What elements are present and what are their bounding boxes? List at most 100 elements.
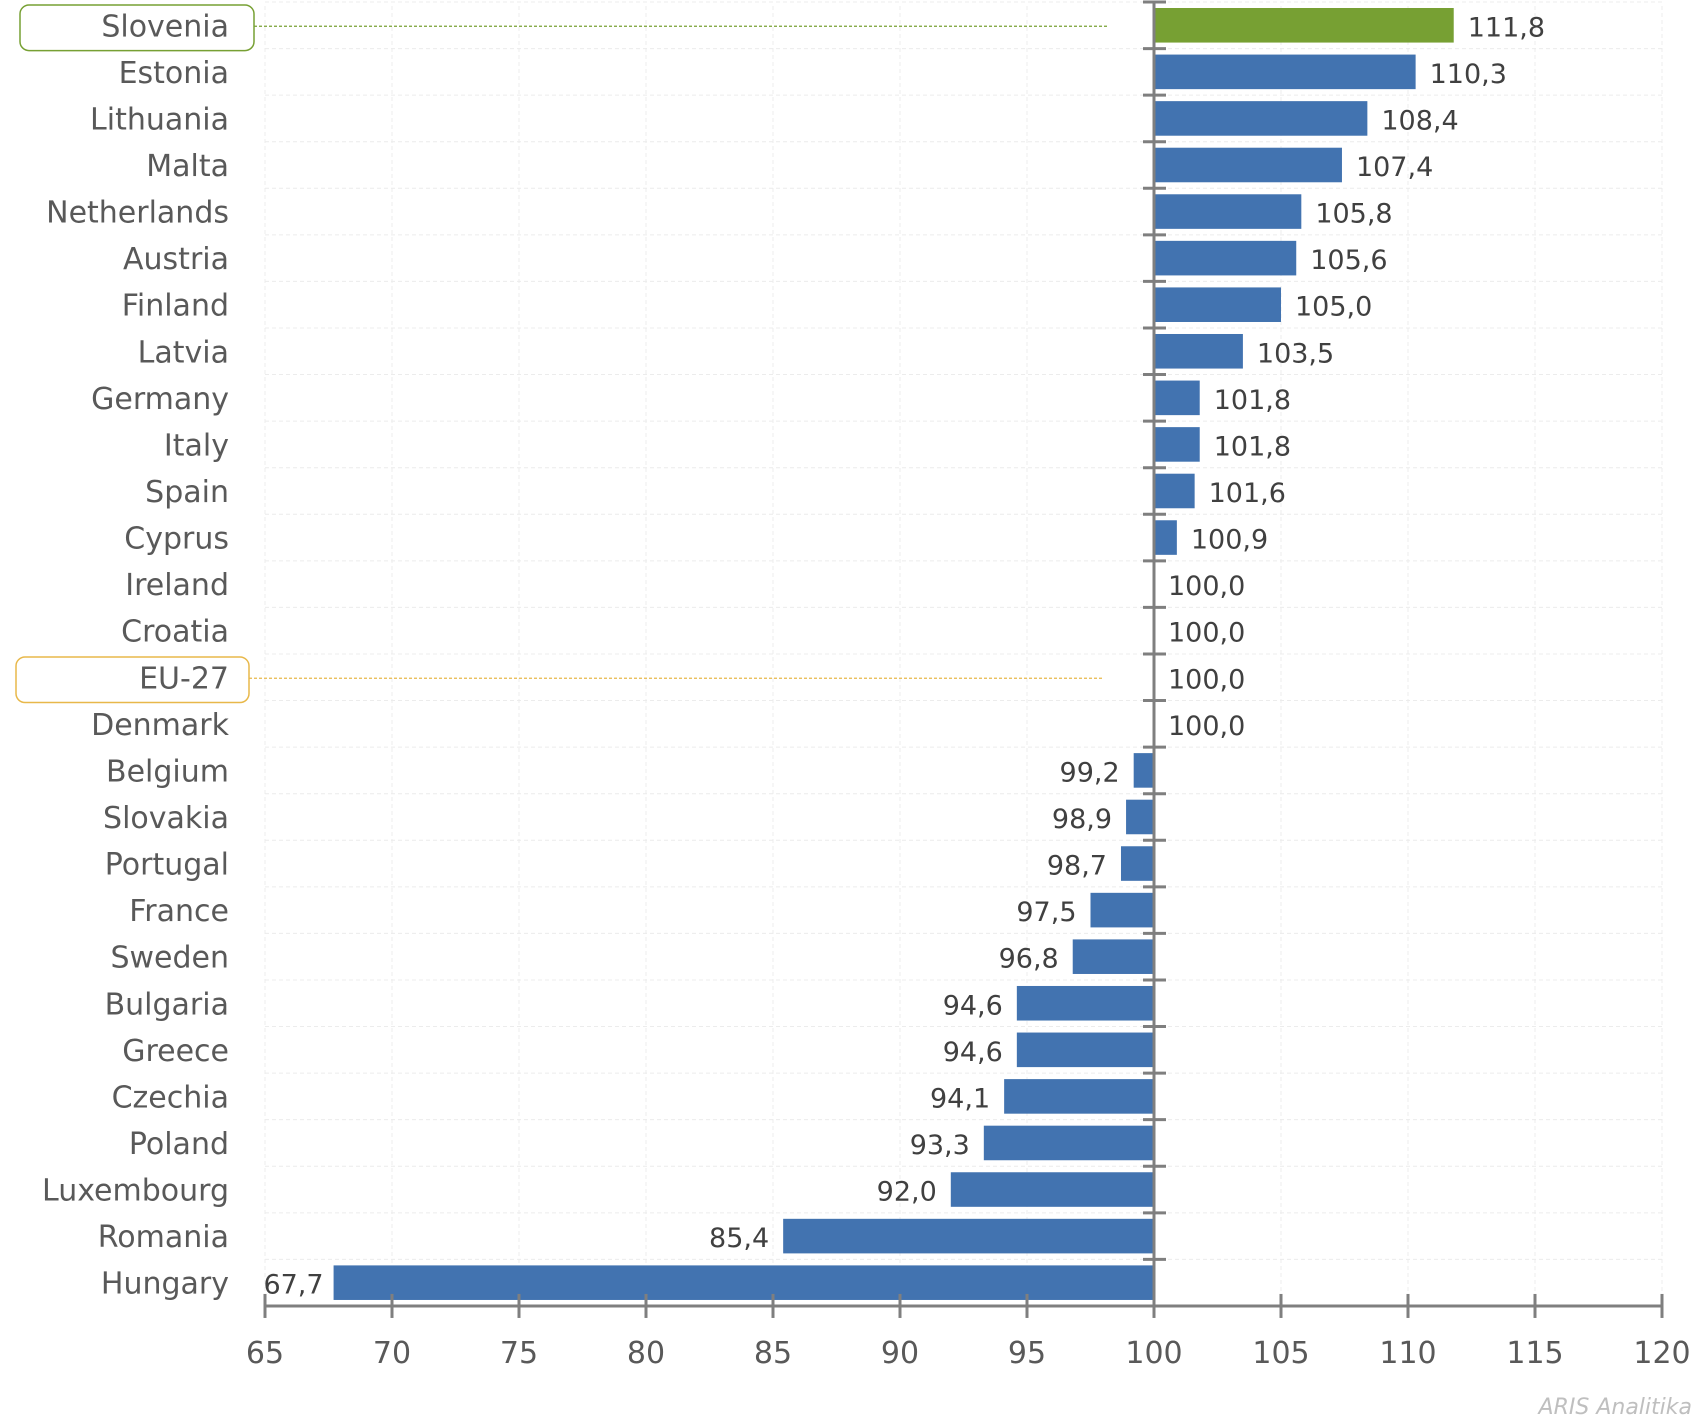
- bar-sweden: [1072, 939, 1154, 974]
- value-label: 85,4: [709, 1223, 769, 1254]
- bar-malta: [1154, 147, 1342, 183]
- x-tick-labels: 65 70 75 80 85 90 95 100 105 110 115 120: [246, 1336, 1691, 1371]
- category-label: Italy: [164, 428, 229, 463]
- x-tick-label: 100: [1125, 1336, 1182, 1371]
- value-label: 111,8: [1468, 12, 1545, 43]
- x-tick-label: 110: [1379, 1336, 1436, 1371]
- x-tick-label: 75: [500, 1336, 538, 1371]
- bar-bulgaria: [1016, 985, 1154, 1021]
- category-label: Luxembourg: [42, 1174, 229, 1209]
- bars: [333, 8, 1454, 1300]
- value-label: 101,8: [1214, 431, 1291, 462]
- x-tick-label: 120: [1633, 1336, 1690, 1371]
- category-label: Ireland: [125, 568, 229, 603]
- value-label: 101,8: [1214, 385, 1291, 416]
- value-label: 100,9: [1191, 525, 1268, 556]
- category-label: Slovakia: [103, 801, 229, 836]
- bar-italy: [1154, 427, 1200, 462]
- bar-hungary: [333, 1265, 1155, 1300]
- x-tick-label: 95: [1008, 1336, 1046, 1371]
- category-label: Malta: [146, 149, 229, 184]
- bar-romania: [783, 1218, 1154, 1254]
- category-label: France: [129, 894, 229, 929]
- category-label: Germany: [91, 382, 229, 417]
- value-label: 96,8: [999, 944, 1059, 975]
- value-label: 105,8: [1315, 199, 1392, 230]
- bar-greece: [1016, 1032, 1154, 1068]
- value-label: 98,7: [1047, 851, 1107, 882]
- x-tick-label: 90: [881, 1336, 919, 1371]
- bar-finland: [1154, 287, 1281, 322]
- category-label: Czechia: [112, 1080, 229, 1115]
- category-label: Poland: [129, 1127, 229, 1162]
- category-label: Finland: [122, 289, 229, 324]
- bar-cyprus: [1154, 520, 1177, 555]
- bar-latvia: [1154, 333, 1243, 369]
- bar-germany: [1154, 380, 1200, 416]
- value-label: 94,6: [943, 1037, 1003, 1068]
- value-label: 100,0: [1168, 711, 1245, 742]
- category-label: Belgium: [106, 754, 229, 789]
- category-label: Hungary: [101, 1267, 229, 1302]
- category-label: Bulgaria: [105, 987, 229, 1022]
- category-label: Netherlands: [46, 196, 229, 231]
- highlight-box: [19, 4, 255, 52]
- value-label: 100,0: [1168, 618, 1245, 649]
- bar-austria: [1154, 240, 1297, 276]
- category-label: Sweden: [110, 941, 229, 976]
- highlight-box: [15, 656, 250, 704]
- value-label: 67,7: [263, 1270, 323, 1301]
- bar-slovenia: [1154, 8, 1454, 43]
- bar-spain: [1154, 473, 1195, 509]
- category-label: Estonia: [119, 56, 229, 91]
- category-label: Romania: [98, 1220, 229, 1255]
- value-label: 108,4: [1381, 105, 1458, 136]
- category-label: Spain: [145, 475, 229, 510]
- value-label: 105,0: [1295, 292, 1372, 323]
- bar-slovakia: [1126, 799, 1154, 835]
- value-labels: 111,8 110,3 108,4 107,4 105,8 105,6 105,0 103,5…: [263, 12, 1545, 1300]
- bar-france: [1090, 892, 1154, 928]
- value-label: 99,2: [1060, 757, 1120, 788]
- x-tick-label: 70: [373, 1336, 411, 1371]
- watermark: ARIS Analitika: [1537, 1395, 1692, 1420]
- value-label: 101,6: [1209, 478, 1286, 509]
- value-label: 100,0: [1168, 664, 1245, 695]
- value-label: 100,0: [1168, 571, 1245, 602]
- bar-estonia: [1154, 54, 1416, 90]
- bar-lithuania: [1154, 101, 1368, 136]
- category-label: Portugal: [105, 848, 229, 883]
- category-label: Denmark: [91, 708, 230, 743]
- value-label: 110,3: [1430, 59, 1507, 90]
- x-tick-label: 115: [1506, 1336, 1563, 1371]
- grid-lines: [264, 1, 1663, 1307]
- category-label: Greece: [122, 1034, 229, 1069]
- value-label: 105,6: [1310, 245, 1387, 276]
- bar-netherlands: [1154, 194, 1302, 229]
- value-label: 97,5: [1016, 897, 1076, 928]
- value-label: 93,3: [910, 1130, 970, 1161]
- category-label: EU-27: [139, 661, 229, 696]
- x-tick-label: 85: [754, 1336, 792, 1371]
- x-tick-label: 80: [627, 1336, 665, 1371]
- category-label: Slovenia: [101, 9, 229, 44]
- category-label: Lithuania: [90, 102, 229, 137]
- bar-poland: [983, 1125, 1154, 1161]
- value-label: 94,6: [943, 990, 1003, 1021]
- x-tick-label: 105: [1252, 1336, 1309, 1371]
- bar-czechia: [1004, 1079, 1154, 1114]
- category-label: Austria: [123, 242, 229, 277]
- value-label: 98,9: [1052, 804, 1112, 835]
- highlight-boxes: [15, 4, 1108, 704]
- value-label: 92,0: [877, 1177, 937, 1208]
- category-label: Cyprus: [124, 522, 229, 557]
- category-labels: Slovenia Estonia Lithuania Malta Netherlands…: [42, 9, 230, 1301]
- bar-luxembourg: [950, 1172, 1154, 1207]
- bar-belgium: [1133, 753, 1154, 788]
- x-tick-label: 65: [246, 1336, 284, 1371]
- category-label: Croatia: [121, 615, 229, 650]
- value-label: 103,5: [1257, 338, 1334, 369]
- value-label: 94,1: [930, 1083, 990, 1114]
- axes: [263, 0, 1664, 1318]
